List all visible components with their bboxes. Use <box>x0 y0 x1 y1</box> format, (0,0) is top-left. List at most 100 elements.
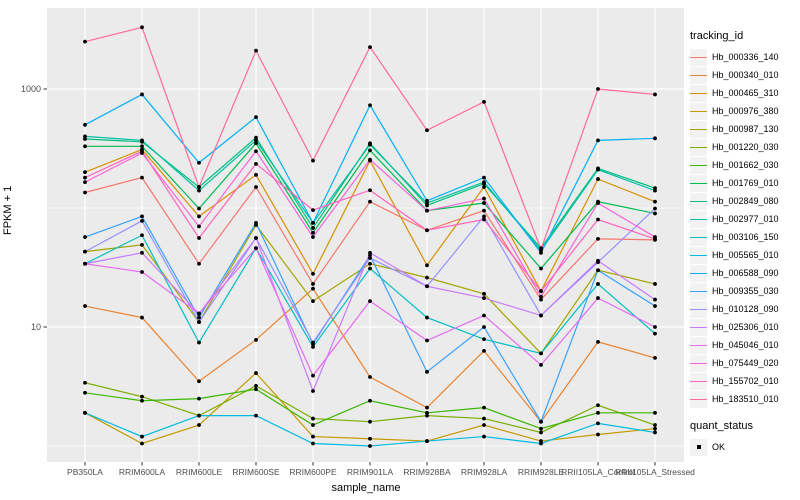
data-point <box>425 263 429 268</box>
legend-key-swatch <box>690 102 707 120</box>
data-point <box>311 299 315 304</box>
legend-key-swatch <box>690 84 707 102</box>
data-point <box>425 228 429 233</box>
data-point <box>197 340 201 345</box>
data-point <box>83 175 87 180</box>
data-point <box>596 201 600 205</box>
legend-item: Hb_000340_010 <box>690 66 798 84</box>
data-point <box>311 220 315 225</box>
data-point <box>311 271 315 276</box>
data-point <box>140 398 144 403</box>
x-tick-label: PB350LA <box>67 467 103 477</box>
data-point <box>425 413 429 418</box>
data-point <box>197 423 201 427</box>
legend-line-icon <box>690 398 707 401</box>
data-point <box>140 218 144 223</box>
legend-key-swatch <box>690 390 707 408</box>
data-point <box>482 434 486 439</box>
data-point <box>596 339 600 344</box>
data-point <box>83 410 87 415</box>
data-point <box>653 355 657 360</box>
data-point <box>368 444 372 448</box>
x-tick-label: RRIM928LA <box>461 467 508 477</box>
data-point <box>425 208 429 213</box>
legend-item-label: Hb_000976_380 <box>712 106 779 116</box>
legend-key-swatch <box>690 282 707 300</box>
x-tick-label: RRIM600LE <box>176 467 223 477</box>
legend-item: Hb_001220_030 <box>690 138 798 156</box>
legend-item: Hb_045046_010 <box>690 336 798 354</box>
data-point <box>197 320 201 324</box>
legend-key-swatch <box>690 300 707 318</box>
data-point <box>596 268 600 273</box>
data-point <box>311 235 315 239</box>
legend-item-label: Hb_000465_310 <box>712 88 779 98</box>
data-point <box>539 441 543 446</box>
y-axis-title: FPKM + 1 <box>2 185 14 235</box>
legend-item-label: Hb_010128_090 <box>712 304 779 314</box>
legend-line-icon <box>690 146 707 149</box>
legend-item: Hb_000987_130 <box>690 120 798 138</box>
data-point <box>311 423 315 427</box>
data-point <box>482 99 486 104</box>
data-point <box>254 48 258 53</box>
data-point <box>596 236 600 241</box>
legend-key-swatch <box>690 156 707 174</box>
data-point <box>140 25 144 30</box>
legend-key-swatch <box>690 210 707 228</box>
legend-item-label: Hb_075449_020 <box>712 358 779 368</box>
data-point <box>140 92 144 97</box>
data-point <box>539 313 543 318</box>
legend-item-label: Hb_001769_010 <box>712 178 779 188</box>
legend-item: Hb_075449_020 <box>690 354 798 372</box>
data-point <box>539 250 543 255</box>
data-point <box>140 144 144 149</box>
data-point <box>653 423 657 427</box>
data-point <box>653 325 657 329</box>
legend-line-icon <box>690 344 707 347</box>
legend-key-swatch <box>690 174 707 192</box>
data-point <box>653 236 657 241</box>
legend-item: Hb_155702_010 <box>690 372 798 390</box>
data-point <box>140 138 144 143</box>
data-point <box>425 284 429 289</box>
data-point <box>140 214 144 219</box>
data-point <box>368 250 372 255</box>
data-point <box>83 190 87 195</box>
data-point <box>482 185 486 189</box>
data-point <box>368 142 372 147</box>
data-point <box>368 256 372 260</box>
data-point <box>140 315 144 320</box>
legend-item-label: Hb_025306_010 <box>712 322 779 332</box>
data-point <box>197 214 201 219</box>
data-point <box>83 304 87 308</box>
data-point <box>254 383 258 388</box>
data-point <box>425 338 429 343</box>
data-point <box>482 175 486 180</box>
legend-item: Hb_025306_010 <box>690 318 798 336</box>
data-point <box>653 331 657 336</box>
data-point <box>596 138 600 143</box>
x-tick-label: RRIM600LA <box>119 467 166 477</box>
data-point <box>140 233 144 238</box>
data-point <box>539 266 543 271</box>
legend-item-list: Hb_000336_140 Hb_000340_010 Hb_000465_310 H… <box>690 48 798 408</box>
data-point <box>254 172 258 177</box>
legend-key-swatch <box>690 372 707 390</box>
data-point <box>425 275 429 280</box>
legend-line-icon <box>690 380 707 383</box>
data-point <box>482 337 486 342</box>
legend-item: Hb_002849_080 <box>690 192 798 210</box>
data-point <box>197 206 201 211</box>
data-point <box>197 185 201 189</box>
data-point <box>653 426 657 431</box>
data-point <box>539 430 543 435</box>
legend-item-label: Hb_003106_150 <box>712 232 779 242</box>
data-point <box>368 398 372 403</box>
data-point <box>653 136 657 141</box>
legend-line-icon <box>690 128 707 131</box>
data-point <box>653 188 657 193</box>
legend-line-icon <box>690 362 707 365</box>
y-tick-label: 1000 <box>21 84 41 94</box>
